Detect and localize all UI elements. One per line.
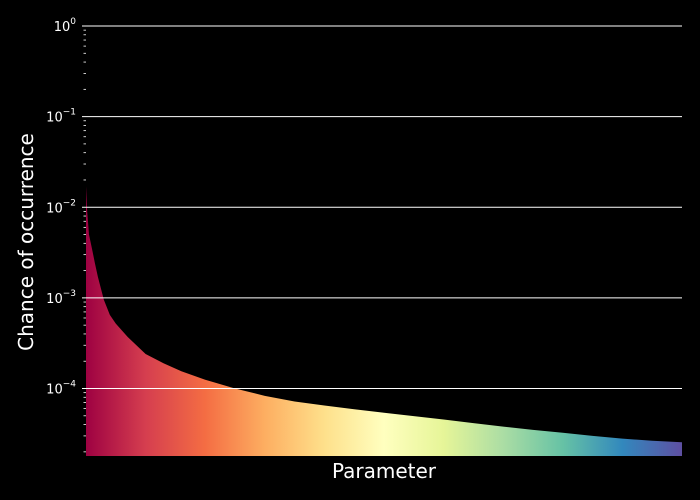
y-axis-label: Chance of occurrence: [14, 133, 38, 351]
x-axis-label: Parameter: [332, 459, 437, 483]
y-tick-label: 10−4: [46, 380, 76, 398]
y-tick-label: 100: [54, 17, 77, 35]
plot-area: [86, 186, 682, 456]
y-tick-label: 10−3: [46, 289, 76, 307]
y-axis: 100 10−1 10−2 10−3 10−4: [46, 17, 682, 453]
y-tick-label: 10−2: [46, 198, 76, 216]
y-tick-label: 10−1: [46, 108, 76, 126]
distribution-area: [86, 186, 682, 456]
